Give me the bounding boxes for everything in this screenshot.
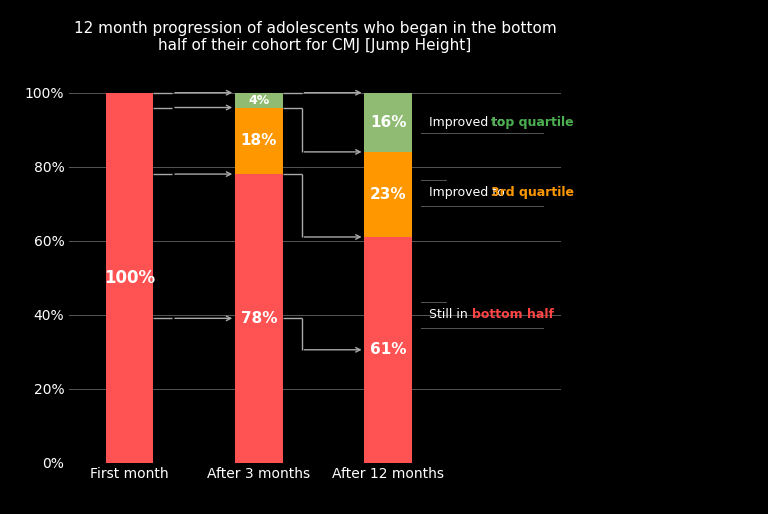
Text: 16%: 16% [370,115,406,130]
Text: 78%: 78% [240,311,277,326]
Bar [365,93,412,152]
Text: 18%: 18% [240,133,277,149]
Text: 3rd quartile: 3rd quartile [492,186,574,199]
Text: 100%: 100% [104,269,155,287]
Bar [235,93,283,107]
Text: 4%: 4% [248,94,270,106]
Text: top quartile: top quartile [492,116,574,129]
Bar [235,174,283,463]
Text: Improved to: Improved to [429,186,509,199]
Bar [365,237,412,463]
Text: 61%: 61% [370,342,406,357]
Bar [235,107,283,174]
Title: 12 month progression of adolescents who began in the bottom
half of their cohort: 12 month progression of adolescents who … [74,21,556,53]
Text: Improved to: Improved to [429,116,509,129]
Bar [365,152,412,237]
Text: bottom half: bottom half [472,308,554,321]
Text: 23%: 23% [370,187,406,202]
Text: Still in: Still in [429,308,472,321]
Bar [106,93,153,463]
